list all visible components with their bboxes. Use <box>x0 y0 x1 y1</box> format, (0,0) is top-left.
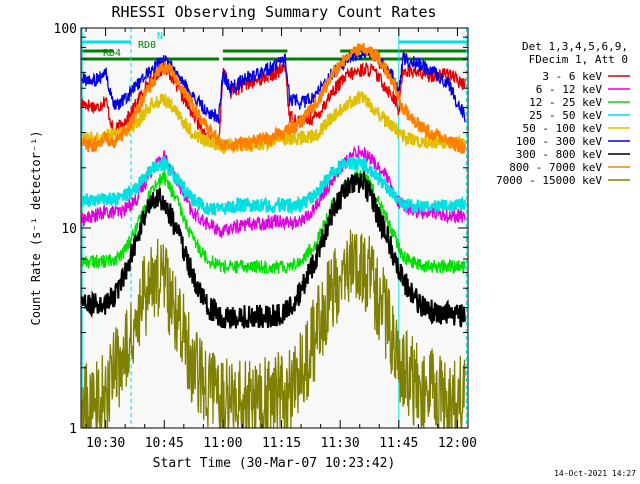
legend-label-5: 100 - 300 keV <box>516 135 602 148</box>
legend: Det 1,3,4,5,6,9,FDecim 1, Att 0 3 - 6 keV… <box>496 40 630 187</box>
y-tick-label-1: 10 <box>61 222 77 237</box>
legend-label-8: 7000 - 15000 keV <box>496 174 602 187</box>
series-line-5 <box>81 45 466 124</box>
series-line-6 <box>81 171 466 329</box>
y-tick-label-0: 1 <box>69 422 77 437</box>
flag-label-n: N <box>157 31 163 42</box>
flag-label-rd0: RD0 <box>138 40 156 51</box>
legend-label-3: 25 - 50 keV <box>529 109 602 122</box>
y-axis-label: Count Rate (s⁻¹ detector⁻¹) <box>29 130 43 325</box>
legend-header-1: FDecim 1, Att 0 <box>529 53 628 66</box>
series-line-3 <box>81 156 466 216</box>
chart-title: RHESSI Observing Summary Count Rates <box>111 3 436 21</box>
legend-label-1: 6 - 12 keV <box>536 83 603 96</box>
x-tick-label-6: 12:00 <box>438 436 477 451</box>
flag-label-rd4: RD4 <box>103 48 121 59</box>
series-layer <box>81 43 466 429</box>
x-tick-label-4: 11:30 <box>321 436 360 451</box>
x-tick-label-5: 11:45 <box>379 436 418 451</box>
y-tick-label-2: 100 <box>54 22 77 37</box>
series-line-2 <box>81 169 466 275</box>
x-tick-label-3: 11:15 <box>262 436 301 451</box>
x-axis-label: Start Time (30-Mar-07 10:23:42) <box>153 456 396 471</box>
legend-label-4: 50 - 100 keV <box>523 122 603 135</box>
x-tick-label-0: 10:30 <box>86 436 125 451</box>
series-line-7 <box>81 43 466 155</box>
legend-label-0: 3 - 6 keV <box>542 70 602 83</box>
legend-label-7: 800 - 7000 keV <box>509 161 602 174</box>
footer-date: 14-Oct-2021 14:27 <box>554 469 636 478</box>
legend-label-6: 300 - 800 keV <box>516 148 602 161</box>
x-tick-label-2: 11:00 <box>203 436 242 451</box>
axes-layer: 10:30 10:45 11:00 11:15 11:30 11:45 12:00 1 10 10… <box>54 22 478 451</box>
legend-header-0: Det 1,3,4,5,6,9, <box>522 40 628 53</box>
x-tick-label-1: 10:45 <box>145 436 184 451</box>
legend-label-2: 12 - 25 keV <box>529 96 602 109</box>
